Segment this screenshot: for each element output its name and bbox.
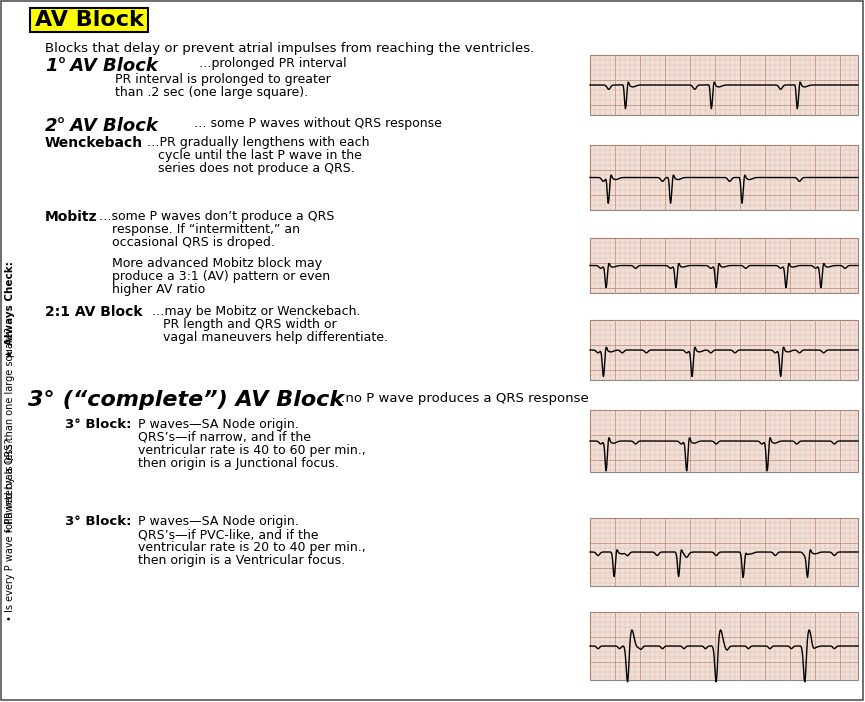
Text: …prolonged PR interval: …prolonged PR interval: [195, 57, 347, 70]
Text: 2°: 2°: [45, 117, 67, 135]
Text: then origin is a Ventricular focus.: then origin is a Ventricular focus.: [138, 554, 345, 567]
Text: • PR intervals less than one large square?: • PR intervals less than one large squar…: [5, 327, 15, 533]
Text: then origin is a Junctional focus.: then origin is a Junctional focus.: [138, 457, 339, 470]
Text: …some P waves don’t produce a QRS: …some P waves don’t produce a QRS: [95, 210, 335, 223]
Text: …PR gradually lengthens with each: …PR gradually lengthens with each: [143, 136, 369, 149]
Text: AV Block: AV Block: [64, 57, 158, 75]
Text: cycle until the last P wave in the: cycle until the last P wave in the: [158, 149, 362, 162]
Text: (“complete”) AV Block: (“complete”) AV Block: [55, 390, 344, 410]
Text: AV Block: AV Block: [64, 117, 158, 135]
Text: P waves—SA Node origin.: P waves—SA Node origin.: [138, 418, 298, 431]
Text: ★ Always Check:: ★ Always Check:: [5, 262, 15, 359]
Text: occasional QRS is droped.: occasional QRS is droped.: [112, 236, 275, 249]
Text: QRS’s—if PVC-like, and if the: QRS’s—if PVC-like, and if the: [138, 528, 318, 541]
Text: … some P waves without QRS response: … some P waves without QRS response: [190, 117, 442, 130]
FancyBboxPatch shape: [590, 410, 858, 472]
Text: …no P wave produces a QRS response: …no P wave produces a QRS response: [328, 392, 589, 405]
Text: More advanced Mobitz block may: More advanced Mobitz block may: [112, 257, 322, 270]
Text: than .2 sec (one large square).: than .2 sec (one large square).: [115, 86, 308, 99]
Text: ventricular rate is 40 to 60 per min.,: ventricular rate is 40 to 60 per min.,: [138, 444, 366, 457]
FancyBboxPatch shape: [590, 612, 858, 680]
Text: ventricular rate is 20 to 40 per min.,: ventricular rate is 20 to 40 per min.,: [138, 541, 366, 554]
Text: 3° Block:: 3° Block:: [65, 515, 131, 528]
Text: PR interval is prolonged to greater: PR interval is prolonged to greater: [115, 73, 330, 86]
FancyBboxPatch shape: [590, 145, 858, 210]
Text: Wenckebach: Wenckebach: [45, 136, 143, 150]
FancyBboxPatch shape: [590, 55, 858, 115]
Text: series does not produce a QRS.: series does not produce a QRS.: [158, 162, 355, 175]
FancyBboxPatch shape: [30, 8, 148, 32]
FancyBboxPatch shape: [590, 518, 858, 586]
Text: P waves—SA Node origin.: P waves—SA Node origin.: [138, 515, 298, 528]
Text: 2:1 AV Block: 2:1 AV Block: [45, 305, 143, 319]
Text: …may be Mobitz or Wenckebach.: …may be Mobitz or Wenckebach.: [148, 305, 361, 318]
Text: • Is every P wave followed by a QRS?: • Is every P wave followed by a QRS?: [5, 439, 15, 621]
Text: 3°: 3°: [28, 390, 54, 410]
Text: response. If “intermittent,” an: response. If “intermittent,” an: [112, 223, 300, 236]
Text: PR length and QRS width or: PR length and QRS width or: [163, 318, 336, 331]
FancyBboxPatch shape: [590, 238, 858, 293]
Text: Mobitz: Mobitz: [45, 210, 98, 224]
Text: QRS’s—if narrow, and if the: QRS’s—if narrow, and if the: [138, 431, 311, 444]
Text: 3° Block:: 3° Block:: [65, 418, 131, 431]
Text: produce a 3:1 (AV) pattern or even: produce a 3:1 (AV) pattern or even: [112, 270, 330, 283]
Text: 1°: 1°: [45, 57, 67, 75]
Text: higher AV ratio: higher AV ratio: [112, 283, 205, 296]
FancyBboxPatch shape: [590, 320, 858, 380]
Text: vagal maneuvers help differentiate.: vagal maneuvers help differentiate.: [163, 331, 388, 344]
Text: Blocks that delay or prevent atrial impulses from reaching the ventricles.: Blocks that delay or prevent atrial impu…: [45, 42, 535, 55]
Text: AV Block: AV Block: [35, 10, 144, 30]
